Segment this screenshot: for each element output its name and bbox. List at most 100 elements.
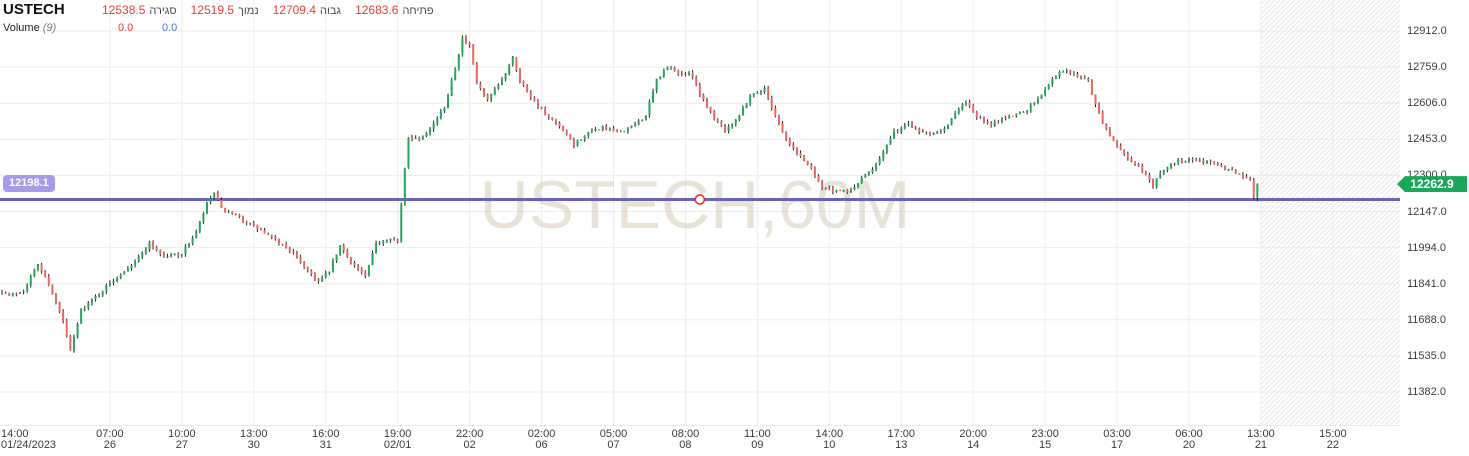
candle-body [357, 265, 360, 269]
candle-body [1126, 154, 1129, 159]
candle-body [87, 302, 90, 309]
candle-body [432, 123, 435, 130]
time-tick-label: 05:00 07 [599, 428, 628, 451]
candle-body [1108, 129, 1111, 137]
candle-body [734, 120, 737, 124]
candle-body [1209, 160, 1212, 163]
candle-body [342, 245, 345, 251]
candle-body [274, 236, 277, 239]
candle-body [62, 311, 65, 322]
candle-body [457, 54, 460, 69]
candle-body [490, 94, 493, 100]
candle-body [583, 135, 586, 140]
candle-body [831, 188, 834, 192]
candle-body [720, 121, 723, 126]
candle-body [331, 260, 334, 273]
candle-body [777, 116, 780, 124]
candle-body [108, 282, 111, 286]
candle-body [842, 190, 845, 192]
candle-body [601, 125, 604, 131]
candle-body [191, 237, 194, 244]
candle-body [759, 92, 762, 94]
candle-body [688, 72, 691, 75]
candle-body [504, 73, 507, 80]
candle-body [1116, 140, 1119, 146]
candle-body [436, 118, 439, 124]
candle-body [752, 93, 755, 96]
candle-body [781, 123, 784, 133]
candle-body [929, 132, 932, 135]
time-tick-label: 23:00 15 [1031, 428, 1059, 451]
candle-body [360, 268, 363, 273]
candle-body [1033, 102, 1036, 105]
price-line-marker[interactable] [694, 194, 706, 205]
price-line-label[interactable]: 12198.1 [3, 175, 55, 193]
price-tick-label: 12606.0 [1407, 97, 1447, 110]
candle-body [72, 336, 75, 350]
candle-body [529, 92, 532, 98]
candle-body [465, 37, 468, 43]
candle-body [605, 125, 608, 130]
candle-body [47, 276, 50, 286]
candle-body [378, 242, 381, 244]
candle-body [234, 213, 237, 215]
candle-body [335, 254, 338, 261]
time-tick-label: 10:00 27 [168, 428, 196, 451]
time-tick-label: 14:00 10 [815, 428, 844, 451]
candle-body [475, 63, 478, 84]
candle-body [1195, 160, 1198, 162]
candle-body [864, 174, 867, 178]
candle-body [29, 276, 32, 285]
candle-body [400, 204, 403, 242]
candle-body [911, 123, 914, 128]
candle-body [299, 256, 302, 263]
candle-body [130, 265, 133, 269]
candle-body [1241, 173, 1244, 177]
candle-body [439, 110, 442, 119]
candle-body [1141, 166, 1144, 173]
candle-body [83, 308, 86, 310]
candle-body [939, 131, 942, 133]
candle-body [990, 123, 993, 126]
candle-body [454, 68, 457, 81]
price-tick-label: 12759.0 [1407, 61, 1447, 74]
candle-body [328, 272, 331, 274]
price-axis[interactable]: 12262.9 12912.0 12759.0 12606.0 12453.0 1230… [1397, 0, 1469, 425]
candle-body [515, 57, 518, 71]
candle-body [1051, 78, 1054, 85]
candle-body [148, 241, 151, 250]
candle-body [144, 249, 147, 253]
candle-body [749, 95, 752, 104]
candle-body [551, 117, 554, 120]
candle-body [630, 125, 633, 129]
candle-body [36, 264, 39, 270]
candle-body [972, 106, 975, 113]
candle-body [443, 107, 446, 111]
candle-body [1080, 76, 1083, 78]
time-tick-label: 07:00 26 [96, 428, 124, 451]
candle-body [1065, 70, 1068, 72]
price-tick-label: 11688.0 [1407, 313, 1446, 326]
time-tick-label: 02:00 06 [527, 428, 556, 451]
candle-body [821, 181, 824, 188]
candle-body [871, 169, 874, 173]
candle-body [817, 175, 820, 182]
candle-body [493, 88, 496, 95]
candle-body [371, 252, 374, 266]
candle-body [270, 234, 273, 237]
candle-body [295, 252, 298, 257]
time-axis[interactable]: 14:00 01/24/2023 07:00 26 10:00 27 13:00 30 16:0… [0, 425, 1400, 456]
candlestick-chart[interactable]: USTECH,60M [0, 0, 1400, 425]
candle-body [731, 123, 734, 127]
candle-body [414, 137, 417, 139]
candle-body [590, 130, 593, 132]
candle-body [1011, 115, 1014, 117]
candle-body [1119, 145, 1122, 150]
candle-body [44, 271, 47, 277]
candle-body [382, 240, 385, 244]
candle-body [94, 296, 97, 300]
candle-body [594, 129, 597, 131]
candle-body [1223, 166, 1226, 171]
candle-body [1198, 160, 1201, 162]
candle-body [18, 292, 21, 294]
